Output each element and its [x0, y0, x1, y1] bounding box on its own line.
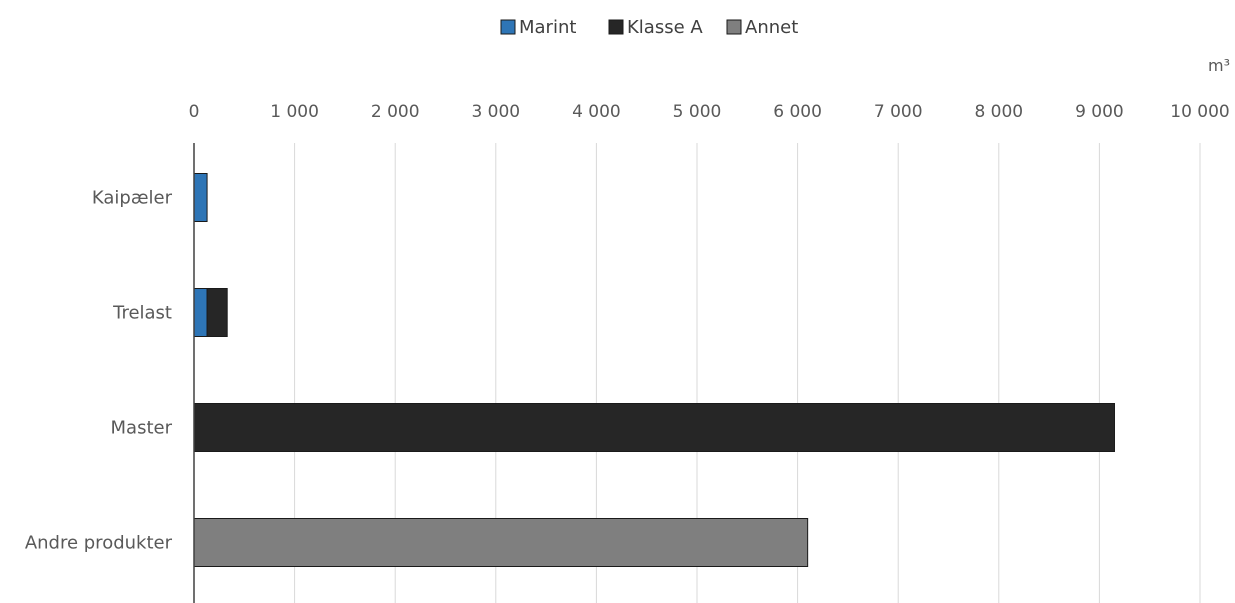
bar-marint	[193, 173, 208, 222]
x-tick-label: 2 000	[371, 102, 420, 122]
bar-klasse-a	[193, 403, 1115, 452]
category-label: Trelast	[112, 303, 172, 324]
gridlines	[294, 143, 1201, 603]
legend-label: Annet	[745, 17, 798, 38]
legend-label: Marint	[519, 17, 576, 38]
bars	[193, 173, 1115, 567]
legend-label: Klasse A	[627, 17, 703, 38]
x-tick-label: 3 000	[471, 102, 520, 122]
x-tick-label: 0	[189, 102, 200, 122]
category-label: Kaipæler	[92, 188, 173, 209]
category-label: Andre produkter	[25, 533, 173, 554]
bar-klasse-a	[206, 288, 228, 337]
category-label: Master	[111, 418, 173, 439]
bar-annet	[193, 518, 809, 567]
bar-marint	[193, 288, 208, 337]
x-tick-label: 10 000	[1170, 102, 1229, 122]
x-tick-label: 5 000	[673, 102, 722, 122]
x-tick-label: 8 000	[974, 102, 1023, 122]
x-axis-unit: m³	[1208, 56, 1230, 75]
legend-swatch	[500, 19, 516, 35]
x-tick-label: 6 000	[773, 102, 822, 122]
legend-swatch	[726, 19, 742, 35]
x-tick-label: 1 000	[270, 102, 319, 122]
legend-swatch	[608, 19, 624, 35]
x-tick-label: 4 000	[572, 102, 621, 122]
legend: Marint Klasse A Annet	[500, 17, 798, 38]
x-tick-label: 9 000	[1075, 102, 1124, 122]
x-tick-label: 7 000	[874, 102, 923, 122]
category-labels: Kaipæler Trelast Master Andre produkter	[25, 188, 173, 554]
x-axis-tick-labels: 0 1 000 2 000 3 000 4 000 5 000 6 000 7 000 8 00…	[189, 102, 1230, 122]
